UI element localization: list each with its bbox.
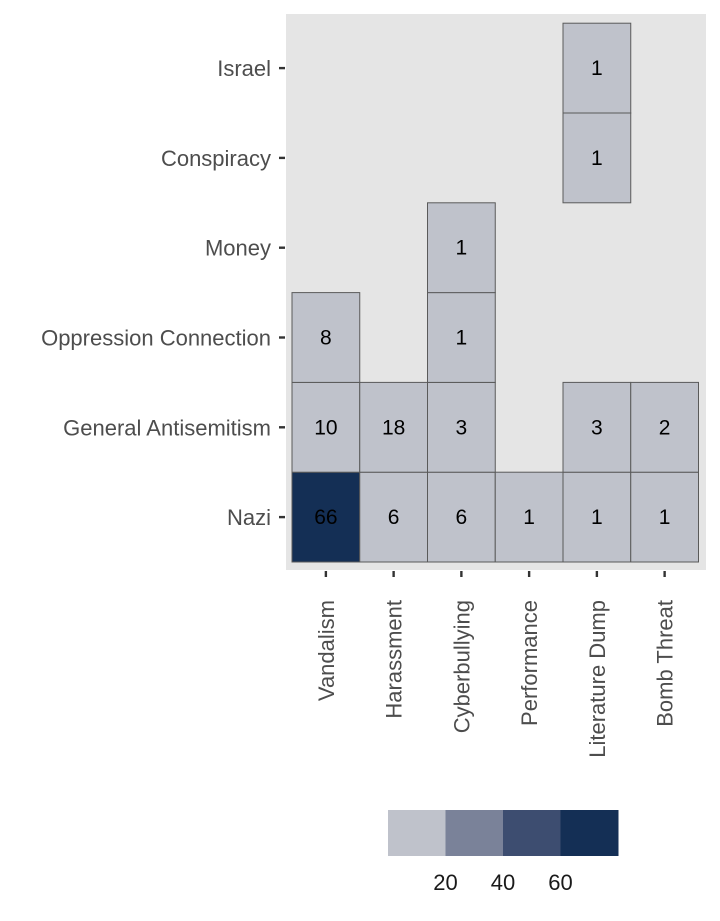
y-tick-label-money: Money (205, 236, 271, 261)
cell-literature-dump-general-antisemitism (562, 381, 632, 473)
cell-cyberbullying-oppression-connection (427, 292, 496, 383)
cell-literature-dump-israel-label: 1 (591, 57, 603, 80)
x-tick-label-literature-dump: Literature Dump (585, 600, 610, 758)
legend-bin-4 (560, 810, 619, 856)
cell-vandalism-general-antisemitism (291, 381, 361, 473)
x-tick-label-harassment: Harassment (382, 600, 407, 719)
cell-bomb-threat-general-antisemitism-label: 2 (659, 416, 671, 439)
cell-vandalism-nazi-label: 66 (314, 506, 337, 529)
y-axis: Nazi General Antisemitism Oppression Conne… (41, 56, 285, 530)
cell-bomb-threat-nazi (630, 471, 699, 563)
cell-literature-dump-conspiracy (562, 112, 632, 204)
cell-performance-nazi-label: 1 (523, 506, 535, 529)
y-tick-label-oppression-connection: Oppression Connection (41, 326, 271, 351)
cell-vandalism-oppression-connection (291, 292, 361, 383)
legend-bin-2 (445, 810, 504, 856)
legend-tick-40: 40 (491, 870, 515, 895)
cell-literature-dump-general-antisemitism-label: 3 (591, 416, 603, 439)
legend-bin-3 (503, 810, 561, 856)
x-tick-label-performance: Performance (517, 600, 542, 726)
legend: 20 40 60 (388, 810, 619, 895)
x-axis: Vandalism Harassment Cyberbullying Performa… (314, 571, 678, 758)
y-tick-label-general-antisemitism: General Antisemitism (63, 415, 271, 440)
cell-literature-dump-conspiracy-label: 1 (591, 147, 603, 170)
y-tick-label-conspiracy: Conspiracy (161, 146, 271, 171)
y-tick-label-nazi: Nazi (227, 505, 271, 530)
cell-cyberbullying-oppression-connection-label: 1 (456, 327, 468, 350)
cell-literature-dump-israel (562, 22, 632, 114)
cell-literature-dump-nazi-label: 1 (591, 506, 603, 529)
legend-bin-1 (388, 810, 446, 856)
y-tick-label-israel: Israel (217, 56, 271, 81)
x-tick-label-vandalism: Vandalism (314, 600, 339, 701)
cell-cyberbullying-money-label: 1 (456, 237, 468, 260)
x-tick-label-bomb-threat: Bomb Threat (653, 600, 678, 727)
cell-bomb-threat-nazi-label: 1 (659, 506, 671, 529)
cell-vandalism-oppression-connection-label: 8 (320, 327, 332, 350)
cell-bomb-threat-general-antisemitism (630, 381, 699, 473)
legend-tick-60: 60 (548, 870, 572, 895)
legend-tick-20: 20 (433, 870, 457, 895)
cell-cyberbullying-general-antisemitism-label: 3 (456, 416, 468, 439)
cell-vandalism-general-antisemitism-label: 10 (314, 416, 337, 439)
x-tick-label-cyberbullying: Cyberbullying (449, 600, 474, 733)
cell-harassment-nazi-label: 6 (388, 506, 400, 529)
cell-cyberbullying-nazi-label: 6 (456, 506, 468, 529)
cell-cyberbullying-money (427, 202, 496, 294)
cell-cyberbullying-general-antisemitism (427, 381, 496, 473)
cell-literature-dump-nazi (562, 471, 632, 563)
cell-harassment-general-antisemitism (359, 381, 428, 473)
cell-vandalism-nazi (291, 471, 361, 563)
cell-harassment-general-antisemitism-label: 18 (382, 416, 405, 439)
